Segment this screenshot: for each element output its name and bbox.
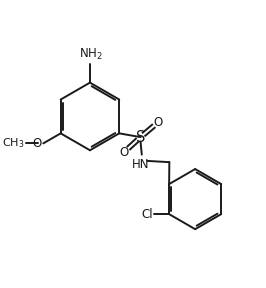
Text: CH$_3$: CH$_3$ <box>2 137 24 150</box>
Text: O: O <box>153 115 163 128</box>
Text: S: S <box>136 130 145 145</box>
Text: HN: HN <box>132 158 149 171</box>
Text: O: O <box>120 146 129 159</box>
Text: NH$_2$: NH$_2$ <box>79 47 103 62</box>
Text: Cl: Cl <box>141 208 153 221</box>
Text: O: O <box>32 137 41 150</box>
